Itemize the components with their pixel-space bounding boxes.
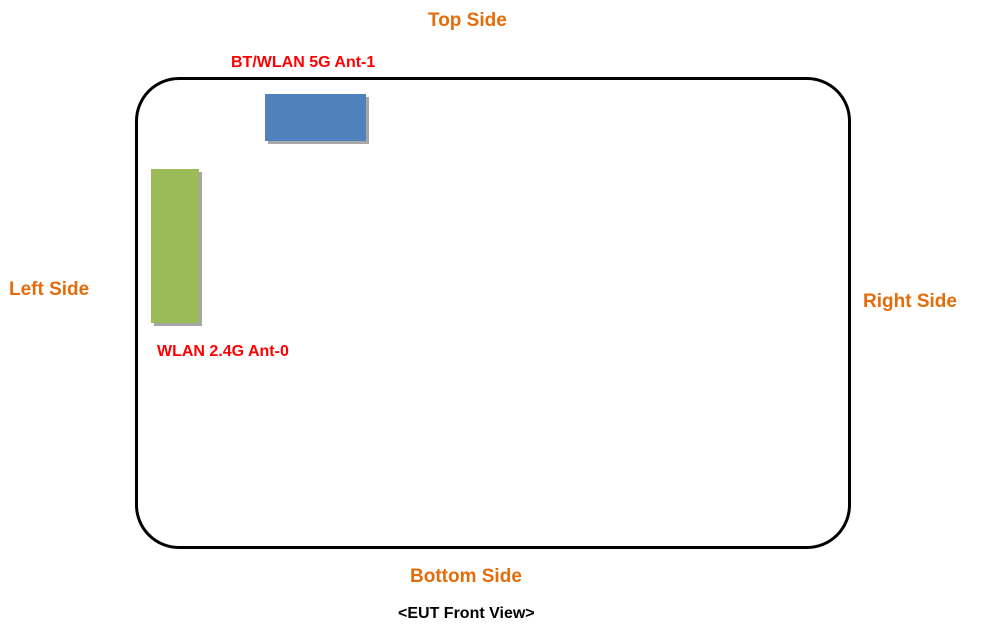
- right-side-label: Right Side: [863, 291, 957, 312]
- wlan-24g-ant0-label: WLAN 2.4G Ant-0: [157, 343, 289, 360]
- bt-wlan-5g-ant1-block: [265, 94, 366, 141]
- left-side-label: Left Side: [9, 279, 90, 300]
- top-side-label: Top Side: [428, 10, 507, 31]
- device-outline: [135, 77, 851, 549]
- wlan-24g-ant0-block: [151, 169, 199, 323]
- bt-wlan-5g-ant1-label: BT/WLAN 5G Ant-1: [231, 54, 376, 71]
- bottom-side-label: Bottom Side: [410, 566, 522, 587]
- diagram-caption: <EUT Front View>: [398, 605, 535, 622]
